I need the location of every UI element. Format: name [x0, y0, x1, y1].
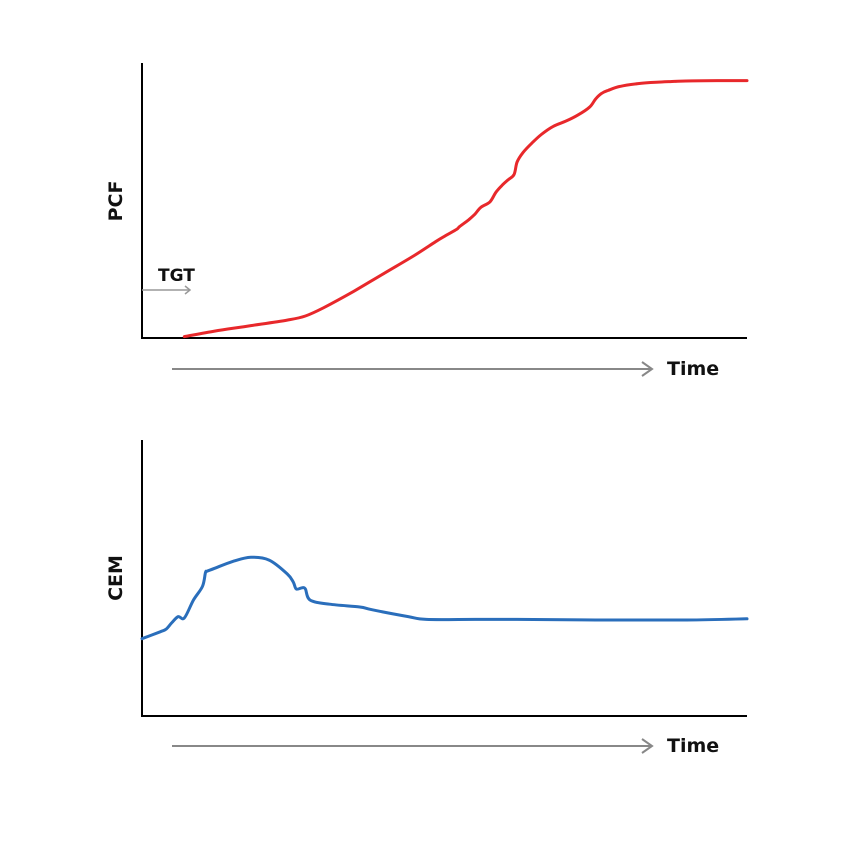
- pcf-series-line: [182, 79, 749, 339]
- cem-x-axis-label: Time: [667, 735, 719, 757]
- tgt-annotation-label: TGT: [158, 266, 195, 286]
- cem-time-arrow-icon: [172, 738, 654, 754]
- pcf-time-arrow-icon: [172, 361, 654, 377]
- cem-y-axis-label: CEM: [105, 555, 127, 601]
- tgt-arrow-icon: [142, 285, 192, 295]
- cem-series-line: [140, 555, 749, 641]
- chart-pcf: PCF TGT Time: [105, 63, 749, 380]
- chart-cem: CEM Time: [105, 440, 749, 757]
- pcf-y-axis-label: PCF: [105, 181, 127, 222]
- pcf-x-axis-label: Time: [667, 358, 719, 380]
